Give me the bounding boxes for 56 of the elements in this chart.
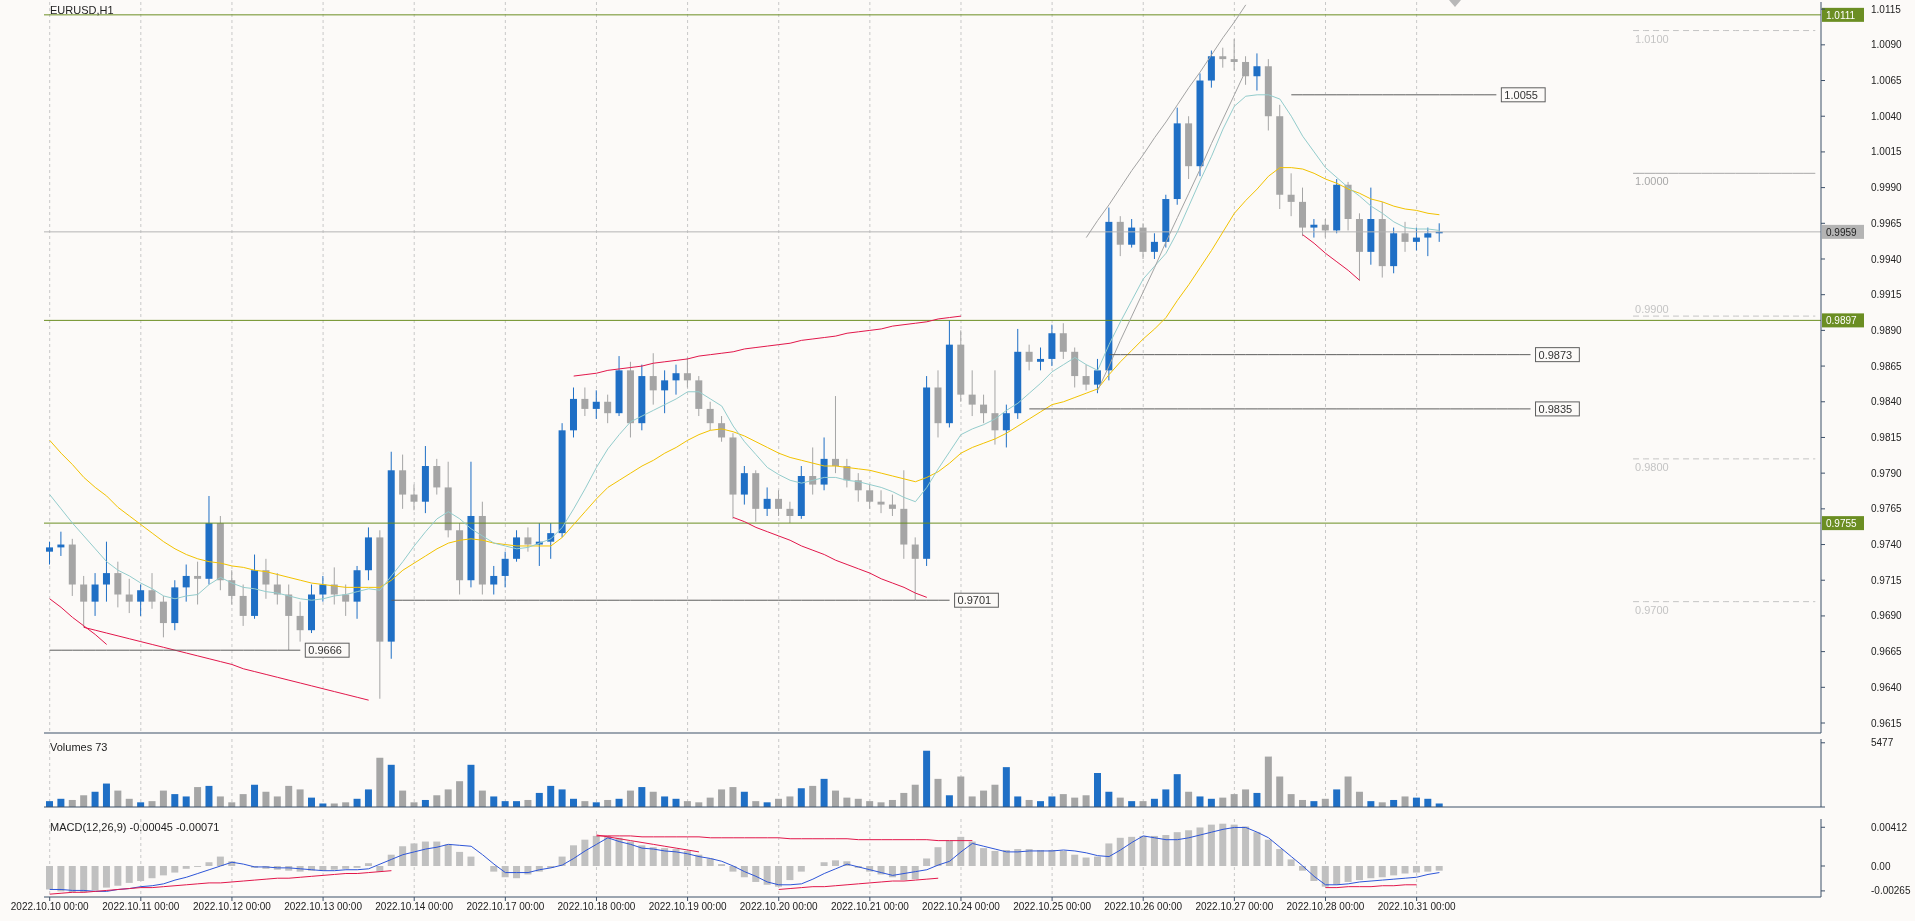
- data-label: 0.9701: [957, 594, 992, 607]
- y-tick-label: 0.9840: [1871, 396, 1903, 408]
- x-tick-label: 2022.10.21 00:00: [830, 901, 910, 913]
- y-tick-label: 0.9965: [1871, 217, 1903, 229]
- y-tick-label: 0.9765: [1871, 503, 1903, 515]
- x-tick-label: 2022.10.31 00:00: [1377, 901, 1456, 913]
- y-tick-label: 0.9890: [1871, 324, 1903, 336]
- y-tick-label: 1.0040: [1871, 110, 1903, 122]
- x-tick-label: 2022.10.25 00:00: [1013, 901, 1092, 913]
- y-tick-label: 0.9740: [1871, 539, 1903, 551]
- ref-line-label: 0.9897: [1826, 315, 1858, 327]
- y-tick-label: 0.9715: [1871, 574, 1903, 586]
- x-tick-label: 2022.10.13 00:00: [284, 901, 363, 913]
- y-tick-label: 0.9615: [1871, 717, 1903, 729]
- x-tick-label: 2022.10.18 00:00: [557, 901, 636, 913]
- x-tick-label: 2022.10.28 00:00: [1286, 901, 1365, 913]
- x-tick-label: 2022.10.17 00:00: [466, 901, 545, 913]
- x-tick-label: 2022.10.27 00:00: [1195, 901, 1274, 913]
- x-tick-label: 2022.10.12 00:00: [193, 901, 272, 913]
- y-tick-label: 0.9940: [1871, 253, 1903, 265]
- y-tick-label: -0.00265: [1871, 885, 1911, 897]
- chart-title: MACD(12,26,9) -0.00045 -0.00071: [50, 821, 220, 833]
- x-tick-label: 2022.10.14 00:00: [375, 901, 454, 913]
- y-tick-label: 0.9790: [1871, 467, 1903, 479]
- y-tick-label: 0.9665: [1871, 646, 1903, 658]
- data-label: 1.0000: [1635, 175, 1669, 188]
- x-tick-label: 2022.10.24 00:00: [922, 901, 1001, 913]
- y-tick-label: 1.0015: [1871, 146, 1903, 158]
- data-label: 0.9800: [1635, 460, 1669, 473]
- x-tick-label: 2022.10.19 00:00: [648, 901, 727, 913]
- y-tick-label: 0.00412: [1871, 821, 1908, 833]
- y-tick-label: 1.0065: [1871, 75, 1903, 87]
- y-tick-label: 1.0115: [1871, 3, 1902, 15]
- ref-line-label: 1.0111: [1826, 9, 1856, 21]
- y-tick-label: 0.00: [1871, 860, 1891, 872]
- y-tick-label: 0.9865: [1871, 360, 1903, 372]
- data-label: 0.9666: [308, 644, 342, 657]
- data-label: 0.9873: [1538, 348, 1573, 361]
- data-label: 1.0055: [1504, 88, 1539, 101]
- y-tick-label: 1.0090: [1871, 39, 1903, 51]
- x-tick-label: 2022.10.11 00:00: [102, 901, 180, 913]
- y-tick-label: 0.9990: [1871, 182, 1903, 194]
- data-label: 0.9835: [1538, 402, 1573, 415]
- y-tick-label: 0.9690: [1871, 610, 1903, 622]
- x-tick-label: 2022.10.20 00:00: [739, 901, 819, 913]
- x-tick-label: 2022.10.26 00:00: [1104, 901, 1183, 913]
- ref-line-label: 0.9755: [1826, 518, 1858, 530]
- y-tick-label: 0.9815: [1871, 432, 1903, 444]
- data-label: 1.0100: [1635, 32, 1669, 45]
- y-tick-label: 0.9640: [1871, 681, 1903, 693]
- x-tick-label: 2022.10.10 00:00: [10, 901, 90, 913]
- chart-title: Volumes 73: [50, 741, 108, 753]
- y-tick-label: 5477: [1871, 737, 1894, 749]
- chart-title: EURUSD,H1: [50, 4, 114, 16]
- y-tick-label: 0.9915: [1871, 289, 1903, 301]
- ref-line-label: 0.9959: [1826, 226, 1858, 238]
